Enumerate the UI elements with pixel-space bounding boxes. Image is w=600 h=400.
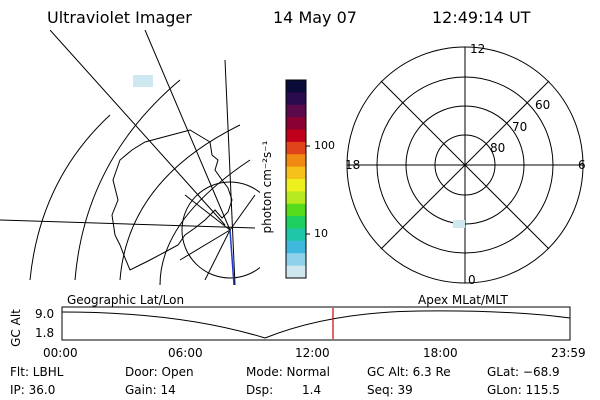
timeline-xtick-1200: 12:00 bbox=[295, 346, 330, 360]
map-track-line bbox=[229, 229, 235, 285]
polar-label-80: 80 bbox=[490, 141, 506, 155]
polar-label-0: 0 bbox=[468, 273, 476, 287]
map-meridian-3 bbox=[144, 30, 231, 231]
map-meridian-5 bbox=[184, 194, 231, 231]
colorbar-step bbox=[286, 154, 306, 168]
colorbar-step bbox=[286, 203, 306, 217]
colorbar-step bbox=[286, 80, 306, 93]
colorbar-step bbox=[286, 166, 306, 180]
colorbar-step bbox=[286, 253, 306, 267]
colorbar-step bbox=[286, 216, 306, 229]
colorbar-step bbox=[286, 92, 306, 106]
timeline-altitude-curve bbox=[61, 310, 571, 339]
info-glon: GLon: 115.5 bbox=[487, 383, 560, 397]
timeline-xtick-0000: 00:00 bbox=[43, 346, 78, 360]
map-arc-4 bbox=[159, 159, 251, 285]
polar-plot bbox=[346, 46, 584, 284]
timeline-xtick-1800: 18:00 bbox=[423, 346, 458, 360]
colorbar-step bbox=[286, 117, 306, 130]
map-meridian-1 bbox=[0, 219, 256, 229]
colorbar-step bbox=[286, 265, 306, 279]
polar-label-12: 12 bbox=[470, 42, 486, 56]
info-seq: Seq: 39 bbox=[367, 383, 413, 397]
colorbar-step bbox=[286, 104, 306, 118]
map-meridian-6 bbox=[204, 229, 231, 281]
info-gain: Gain: 14 bbox=[125, 383, 176, 397]
timeline-xtick-0600: 06:00 bbox=[168, 346, 203, 360]
geographic-map bbox=[0, 30, 260, 285]
timeline-right-label: Apex MLat/MLT bbox=[418, 293, 508, 307]
map-meridian-7 bbox=[229, 194, 256, 231]
timeline-ytick-top: 9.0 bbox=[35, 307, 55, 321]
map-arc-3 bbox=[119, 124, 241, 281]
map-arc-2 bbox=[74, 79, 181, 281]
colorbar-step bbox=[286, 129, 306, 143]
info-gcalt: GC Alt: 6.3 Re bbox=[367, 365, 451, 379]
colorbar-step bbox=[286, 240, 306, 254]
colorbar-step bbox=[286, 141, 306, 155]
polar-diag-2 bbox=[380, 80, 550, 250]
map-edge-line bbox=[224, 59, 236, 285]
map-coastline bbox=[111, 129, 233, 271]
polar-label-18: 18 bbox=[345, 158, 361, 172]
timeline-left-label: Geographic Lat/Lon bbox=[67, 293, 185, 307]
polar-glow-patch bbox=[453, 220, 465, 228]
time-label: 12:49:14 UT bbox=[432, 8, 531, 27]
map-meridian-4 bbox=[179, 229, 231, 261]
instrument-title: Ultraviolet Imager bbox=[47, 8, 192, 27]
polar-label-70: 70 bbox=[512, 120, 528, 134]
date-label: 14 May 07 bbox=[273, 8, 357, 27]
info-glat: GLat: −68.9 bbox=[487, 365, 560, 379]
map-outer-arc bbox=[29, 114, 111, 281]
map-pole-circle bbox=[181, 181, 260, 279]
colorbar-tick-label-10: 10 bbox=[314, 227, 328, 240]
info-door: Door: Open bbox=[125, 365, 194, 379]
timeline-frame bbox=[61, 306, 571, 341]
info-ip: IP: 36.0 bbox=[10, 383, 56, 397]
polar-label-6: 6 bbox=[578, 158, 586, 172]
colorbar-tick-label-100: 100 bbox=[314, 139, 335, 152]
colorbar-units-label: photon cm⁻²s⁻¹ bbox=[260, 140, 274, 234]
polar-label-60: 60 bbox=[535, 98, 551, 112]
info-dsp-label: Dsp: bbox=[246, 383, 274, 397]
map-glow-patch bbox=[133, 75, 153, 87]
info-flt: Flt: LBHL bbox=[10, 365, 64, 379]
info-dsp-value: 1.4 bbox=[302, 383, 322, 397]
colorbar-steps bbox=[286, 80, 306, 279]
info-mode: Mode: Normal bbox=[246, 365, 330, 379]
map-meridian-2 bbox=[49, 30, 226, 226]
timeline-xtick-2359: 23:59 bbox=[551, 346, 586, 360]
colorbar-step bbox=[286, 191, 306, 205]
colorbar-step bbox=[286, 228, 306, 242]
colorbar-step bbox=[286, 179, 306, 192]
timeline-ytick-bottom: 1.8 bbox=[35, 326, 55, 340]
timeline-plot bbox=[61, 306, 571, 341]
colorbar bbox=[285, 79, 310, 279]
colorbar-frame bbox=[285, 79, 307, 279]
timeline-axis-title: GC Alt bbox=[9, 309, 23, 347]
